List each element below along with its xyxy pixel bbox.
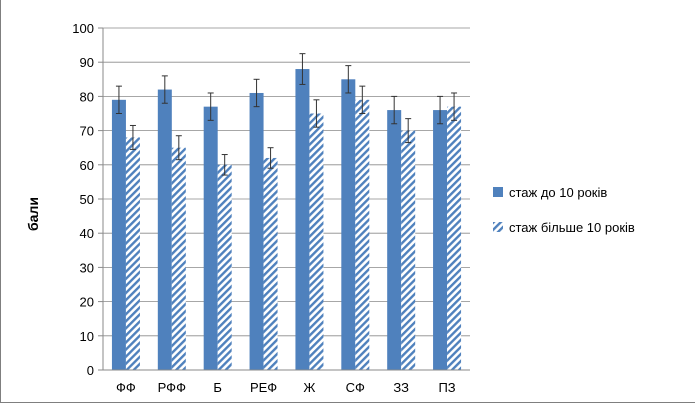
x-tick-label: РФФ: [158, 380, 186, 395]
error-bar: [405, 118, 412, 144]
bar-series-1: [111, 99, 126, 370]
error-bar: [129, 124, 136, 150]
bar-series-1: [387, 110, 402, 370]
y-tick-label: 100: [72, 21, 94, 36]
error-bar: [115, 85, 122, 114]
y-tick-label: 40: [80, 226, 94, 241]
bar-series-2: [355, 99, 370, 370]
legend-swatch-series-2: [493, 222, 503, 232]
bar-series-2: [263, 157, 278, 370]
error-bar: [359, 85, 366, 114]
error-bar: [451, 92, 458, 121]
y-tick-label: 10: [80, 329, 94, 344]
y-tick-label: 80: [80, 89, 94, 104]
error-bar: [313, 99, 320, 128]
error-bar: [437, 95, 444, 125]
error-bar: [299, 53, 306, 85]
error-bar: [207, 92, 214, 121]
x-tick-label: ЗЗ: [393, 380, 409, 395]
error-bar: [391, 95, 398, 125]
error-bar: [161, 75, 168, 104]
bar-series-1: [249, 92, 264, 370]
x-tick-label: ФФ: [116, 380, 136, 395]
y-tick-label: 30: [80, 260, 94, 275]
y-tick-label: 20: [80, 295, 94, 310]
x-tick-label: ПЗ: [438, 380, 455, 395]
bar-series-2: [447, 106, 462, 370]
y-tick-label: 50: [80, 192, 94, 207]
bar-series-1: [203, 106, 218, 370]
error-bar: [175, 135, 182, 161]
error-bar: [345, 65, 352, 94]
bar-series-2: [217, 164, 232, 370]
error-bar: [253, 78, 260, 108]
x-tick-label: Б: [213, 380, 222, 395]
x-tick-label: Ж: [303, 380, 315, 395]
y-axis-label: бали: [25, 197, 41, 231]
bar-series-2: [401, 130, 416, 370]
bar-series-2: [125, 137, 140, 370]
legend: стаж до 10 років стаж більше 10 років: [493, 185, 635, 235]
bar-series-1: [341, 79, 356, 371]
legend-label-series-2: стаж більше 10 років: [509, 220, 635, 235]
bar-series-1: [295, 69, 310, 370]
bar-series-1: [433, 110, 448, 370]
error-bar: [267, 147, 274, 169]
error-bar: [221, 154, 228, 176]
legend-label-series-1: стаж до 10 років: [509, 185, 607, 200]
y-tick-label: 70: [80, 124, 94, 139]
x-tick-label: РЕФ: [250, 380, 277, 395]
y-tick-label: 60: [80, 158, 94, 173]
bar-series-1: [157, 89, 172, 370]
legend-swatch-series-1: [493, 187, 503, 197]
y-tick-label: 0: [87, 363, 94, 378]
y-tick-label: 90: [80, 55, 94, 70]
bar-series-2: [171, 147, 186, 370]
bar-series-2: [309, 113, 324, 370]
x-tick-label: СФ: [346, 380, 365, 395]
